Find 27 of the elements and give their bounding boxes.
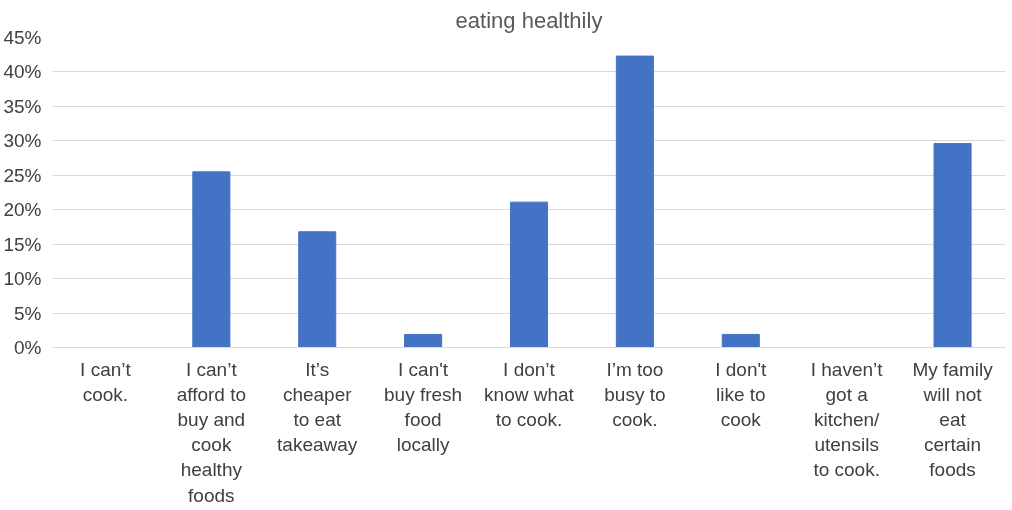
x-tick-label: My family will not eat certain foods — [912, 358, 994, 481]
y-tick-label: 35% — [3, 95, 42, 117]
bar — [192, 171, 231, 348]
x-tick-label: I can’t cook. — [80, 358, 132, 405]
y-tick-label: 40% — [3, 61, 42, 83]
bar — [298, 231, 337, 348]
bar — [615, 55, 654, 348]
y-tick-label: 25% — [3, 164, 42, 186]
x-tick-label: I can't buy fresh food locally — [384, 358, 463, 456]
y-tick-label: 45% — [3, 27, 42, 48]
x-tick-label: I’m too busy to cook. — [604, 358, 666, 430]
bar — [721, 333, 760, 348]
y-tick-label: 30% — [3, 130, 42, 152]
x-tick-label: I don’t know what to cook. — [484, 358, 575, 430]
y-tick-label: 20% — [3, 199, 42, 221]
y-tick-label: 15% — [3, 233, 42, 255]
x-tick-label: I can’t afford to buy and cook healthy foods — [176, 358, 247, 506]
y-tick-label: 0% — [14, 337, 42, 358]
x-tick-label: I haven’t got a kitchen/ utensils to cook. — [810, 358, 884, 481]
x-tick-label: I don't like to cook — [715, 358, 768, 430]
y-tick-label: 5% — [14, 302, 42, 324]
bar — [933, 143, 972, 348]
x-tick-label: It’s cheaper to eat takeaway — [277, 358, 358, 456]
bar — [509, 201, 549, 348]
bar — [404, 333, 443, 348]
chart-title: eating healthily — [455, 7, 603, 33]
y-tick-label: 10% — [3, 268, 42, 290]
